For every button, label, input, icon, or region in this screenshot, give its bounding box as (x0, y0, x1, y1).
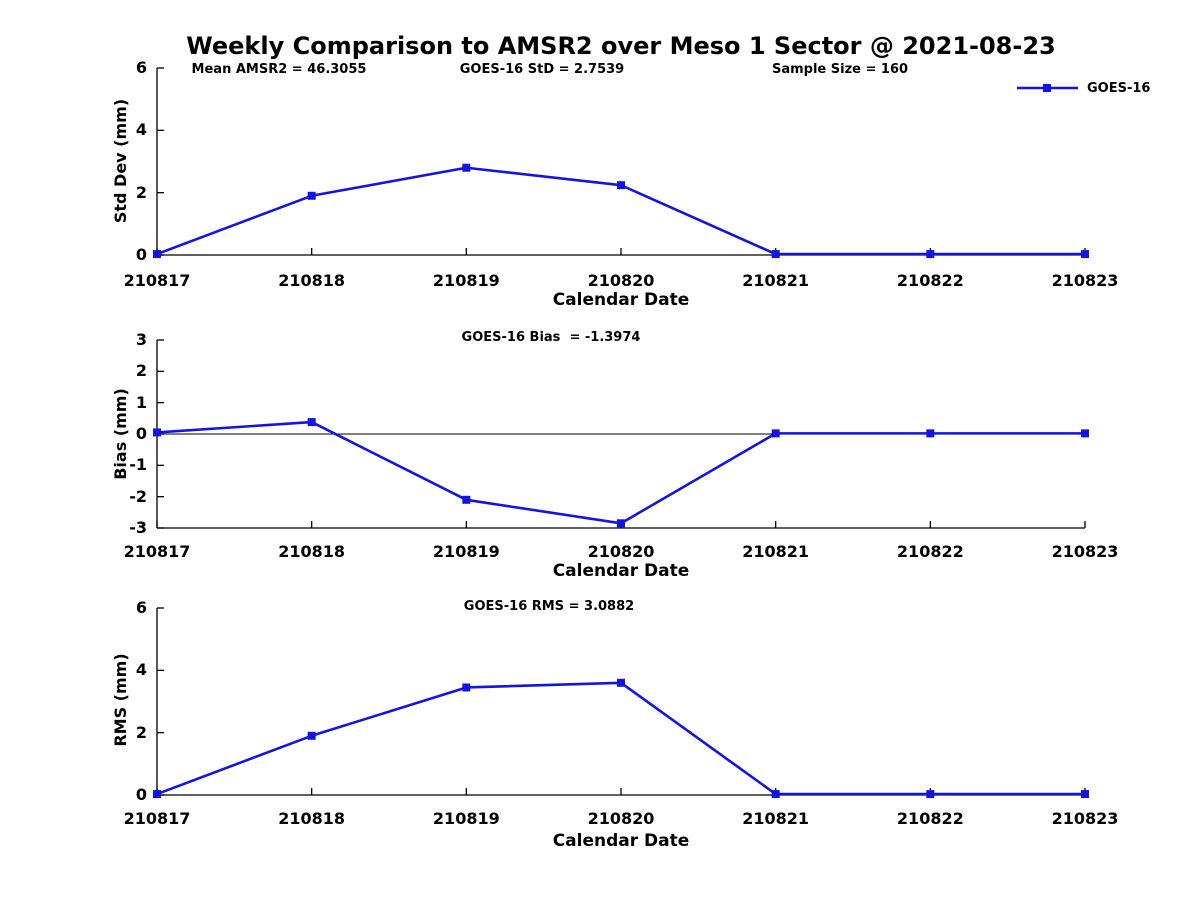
axis-annotation: Sample Size = 160 (771, 62, 909, 77)
y-tick-label: 3 (135, 330, 147, 349)
x-tick-label: 210821 (742, 542, 810, 561)
y-tick-label: 6 (135, 58, 147, 77)
data-point-marker (926, 429, 935, 438)
data-point-marker (771, 429, 780, 438)
y-tick-label: 0 (135, 245, 147, 264)
data-point-marker (1081, 429, 1089, 438)
series-line (156, 166, 1085, 256)
axis-annotation: GOES-16 StD = 2.7539 (459, 62, 625, 77)
y-axis-title: Std Dev (mm) (111, 98, 130, 224)
x-axis-title: Calendar Date (552, 561, 690, 581)
data-point-marker (771, 790, 780, 799)
data-point-marker (462, 495, 471, 504)
x-tick-label: 210822 (896, 271, 964, 290)
x-tick-label: 210818 (278, 542, 346, 561)
x-tick-label: 210821 (742, 809, 810, 828)
data-point-marker (307, 731, 316, 740)
x-tick-label: 210823 (1051, 542, 1119, 561)
x-tick-label: 210818 (278, 809, 346, 828)
y-tick-label: 4 (135, 120, 147, 140)
data-point-marker (307, 191, 316, 200)
x-tick-label: 210823 (1051, 271, 1119, 290)
x-tick-label: 210819 (432, 271, 500, 290)
y-axis-title: Bias (mm) (111, 388, 130, 480)
x-tick-label: 210822 (896, 542, 964, 561)
x-tick-label: 210821 (742, 271, 810, 290)
data-point-marker (307, 418, 316, 427)
x-tick-label: 210820 (587, 271, 655, 290)
y-tick-label: 6 (135, 598, 147, 617)
x-tick-label: 210820 (587, 809, 655, 828)
y-tick-label: 2 (135, 182, 147, 202)
x-tick-label: 210819 (432, 809, 500, 828)
legend-marker-icon (1043, 84, 1051, 92)
x-tick-label: 210817 (123, 271, 191, 290)
x-tick-label: 210822 (896, 809, 964, 828)
y-tick-label: 0 (135, 424, 147, 443)
data-point-marker (462, 683, 471, 692)
y-tick-label: 2 (135, 361, 147, 381)
data-point-marker (926, 790, 935, 799)
data-point-marker (926, 250, 935, 259)
data-point-marker (462, 163, 471, 172)
series-line (156, 681, 1085, 796)
data-point-marker (153, 250, 161, 259)
data-point-marker (617, 519, 625, 528)
y-tick-label: -3 (129, 518, 147, 537)
data-point-marker (771, 250, 780, 259)
figure-title: Weekly Comparison to AMSR2 over Meso 1 S… (186, 32, 1056, 60)
x-axis-title: Calendar Date (552, 290, 690, 310)
axis-annotation: Mean AMSR2 = 46.3055 (191, 62, 367, 77)
x-axis-title: Calendar Date (552, 831, 690, 851)
y-tick-label: 4 (135, 660, 147, 680)
y-tick-label: 1 (135, 392, 147, 412)
y-axis-title: RMS (mm) (111, 653, 130, 747)
data-point-marker (617, 181, 625, 190)
x-tick-label: 210820 (587, 542, 655, 561)
axis-annotation: GOES-16 RMS = 3.0882 (463, 599, 635, 614)
y-tick-label: 0 (135, 785, 147, 804)
y-tick-label: -2 (129, 486, 147, 506)
data-point-marker (153, 790, 161, 799)
x-tick-label: 210819 (432, 542, 500, 561)
x-tick-label: 210823 (1051, 809, 1119, 828)
x-tick-label: 210818 (278, 271, 346, 290)
data-point-marker (1081, 250, 1089, 259)
legend-label: GOES-16 (1087, 81, 1151, 96)
axis-annotation: GOES-16 Bias = -1.3974 (461, 330, 641, 345)
data-point-marker (1081, 790, 1089, 799)
data-point-marker (153, 428, 161, 437)
series-line (156, 420, 1085, 525)
y-tick-label: 2 (135, 722, 147, 742)
x-tick-label: 210817 (123, 542, 191, 561)
data-point-marker (617, 678, 625, 687)
x-tick-label: 210817 (123, 809, 191, 828)
y-tick-label: -1 (129, 455, 147, 475)
